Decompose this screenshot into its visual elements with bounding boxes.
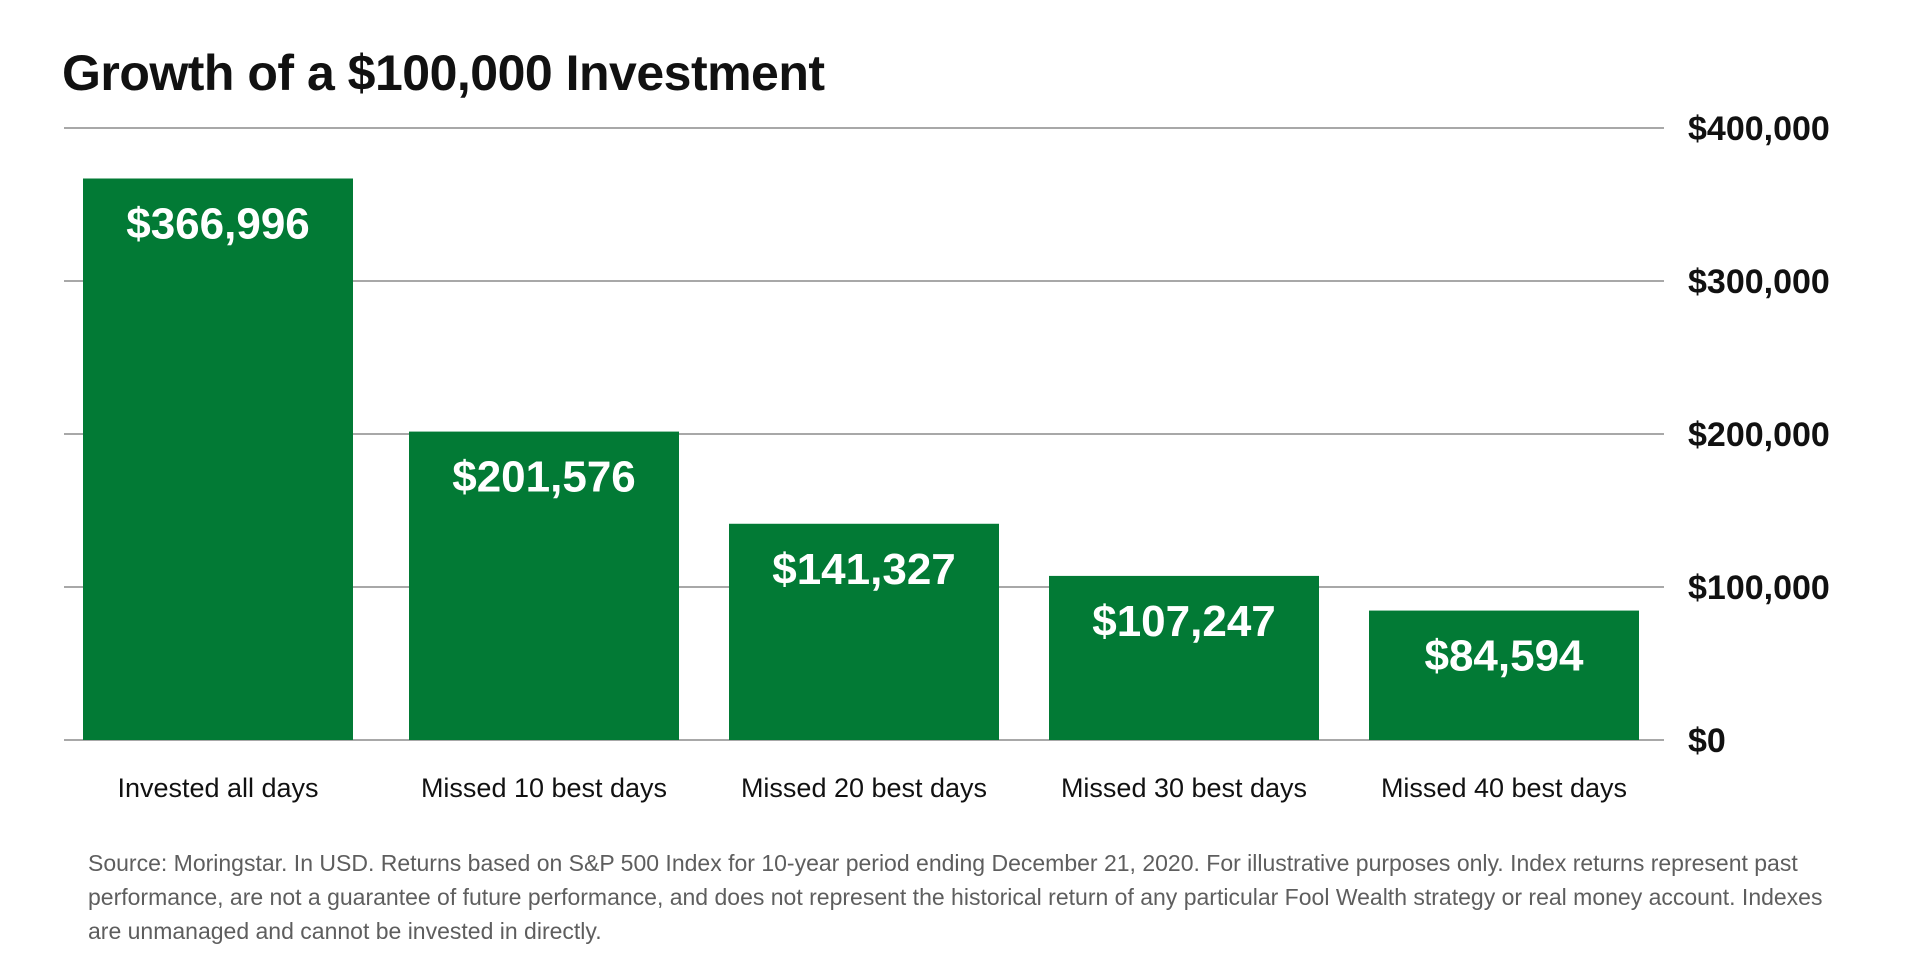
y-tick-label: $0 [1688, 722, 1726, 760]
bar-value-label: $366,996 [126, 199, 310, 248]
bar [1049, 575, 1319, 740]
y-tick-label: $100,000 [1688, 569, 1830, 607]
x-tick-label: Missed 20 best days [741, 773, 987, 803]
chart-title: Growth of a $100,000 Investment [62, 45, 825, 101]
bar [1369, 610, 1639, 740]
y-tick-label: $400,000 [1688, 110, 1830, 148]
y-tick-label: $300,000 [1688, 263, 1830, 301]
bar-value-label: $84,594 [1424, 632, 1584, 681]
bar [409, 431, 679, 740]
y-tick-label: $200,000 [1688, 416, 1830, 454]
bars [83, 178, 1639, 741]
x-axis-tick-labels: Invested all days Missed 10 best days Miss… [117, 773, 1627, 803]
source-footnote: Source: Moringstar. In USD. Returns base… [88, 850, 1823, 944]
x-tick-label: Missed 40 best days [1381, 773, 1627, 803]
bar-value-label: $107,247 [1092, 597, 1276, 646]
x-tick-label: Missed 30 best days [1061, 773, 1307, 803]
x-tick-label: Invested all days [117, 773, 318, 803]
bar-value-label: $141,327 [772, 545, 956, 594]
bar [83, 178, 353, 741]
bar-value-label: $201,576 [452, 453, 636, 502]
bar [729, 523, 999, 740]
bar-value-labels: $366,996 $201,576 $141,327 $107,247 $84,594 [126, 199, 1584, 680]
y-axis-tick-labels: $0 $100,000 $200,000 $300,000 $400,000 [1688, 110, 1830, 760]
x-tick-label: Missed 10 best days [421, 773, 667, 803]
